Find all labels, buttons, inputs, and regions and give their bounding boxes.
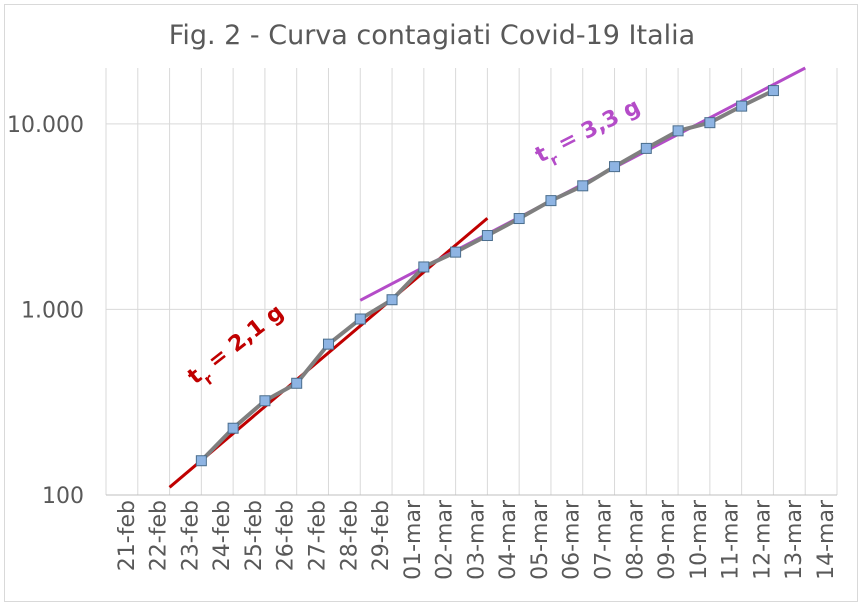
data-point: [640, 142, 652, 154]
chart-frame: [4, 4, 858, 602]
x-tick-label: 21-feb: [115, 500, 140, 571]
data-point: [577, 180, 589, 192]
y-tick-label: 1.000: [21, 298, 84, 323]
x-tick-label: 03-mar: [464, 499, 489, 580]
x-tick-label: 09-mar: [655, 499, 680, 580]
x-tick-label: 06-mar: [560, 499, 585, 580]
data-point: [450, 246, 462, 258]
trend-annotation: tr = 3,3 g: [531, 94, 647, 174]
data-point: [195, 455, 207, 467]
trend-annotation: tr = 2,1 g: [183, 300, 293, 395]
data-point: [672, 125, 684, 137]
x-tick-label: 02-mar: [433, 499, 458, 580]
x-tick-label: 10-mar: [687, 499, 712, 580]
x-tick-label: 27-feb: [305, 500, 330, 571]
x-tick-label: 13-mar: [782, 499, 807, 580]
data-point: [736, 100, 748, 112]
x-tick-label: 12-mar: [750, 499, 775, 580]
x-tick-label: 29-feb: [369, 500, 394, 571]
x-tick-label: 05-mar: [528, 499, 553, 580]
data-point: [227, 422, 239, 434]
gridlines: [105, 68, 838, 496]
x-tick-label: 01-mar: [401, 499, 426, 580]
data-point: [481, 230, 493, 242]
data-point: [291, 377, 303, 389]
data-point: [418, 261, 430, 273]
data-point: [545, 195, 557, 207]
y-tick-label: 100: [42, 484, 84, 509]
x-tick-label: 08-mar: [623, 499, 648, 580]
data-point: [386, 294, 398, 306]
x-tick-label: 14-mar: [814, 499, 839, 580]
y-tick-label: 10.000: [7, 113, 84, 138]
x-tick-label: 04-mar: [496, 499, 521, 580]
chart-title: Fig. 2 - Curva contagiati Covid-19 Itali…: [168, 20, 696, 51]
x-tick-label: 11-mar: [719, 499, 744, 580]
data-point: [513, 213, 525, 225]
x-tick-label: 28-feb: [337, 500, 362, 571]
data-point: [704, 117, 716, 129]
x-tick-label: 07-mar: [592, 499, 617, 580]
x-tick-label: 24-feb: [210, 500, 235, 571]
x-tick-label: 26-feb: [274, 500, 299, 571]
x-tick-label: 23-feb: [178, 500, 203, 571]
data-point: [767, 85, 779, 97]
x-tick-label: 25-feb: [242, 500, 267, 571]
data-point: [322, 338, 334, 350]
data-point: [609, 161, 621, 173]
x-tick-label: 22-feb: [147, 500, 172, 571]
data-point: [354, 313, 366, 325]
data-point: [259, 395, 271, 407]
